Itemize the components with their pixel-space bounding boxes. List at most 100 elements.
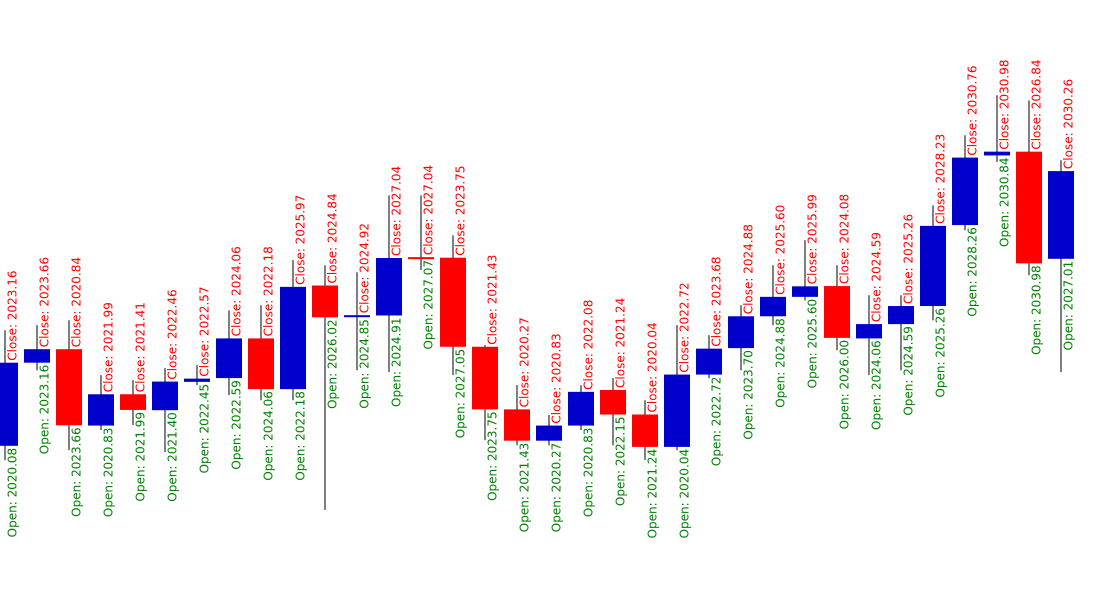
candle-body	[120, 394, 146, 410]
open-label: Open: 2020.08	[6, 448, 20, 538]
candle-body	[952, 157, 978, 226]
close-label: Close: 2027.04	[390, 166, 404, 256]
candle-body	[728, 316, 754, 349]
open-label: Open: 2022.72	[710, 377, 724, 467]
close-label: Close: 2020.84	[70, 257, 84, 347]
candle-body	[0, 362, 18, 446]
open-label: Open: 2027.05	[454, 349, 468, 439]
candle-body	[888, 306, 914, 325]
close-label: Close: 2022.08	[582, 300, 596, 390]
open-label: Open: 2027.01	[1062, 261, 1076, 351]
close-label: Close: 2021.43	[486, 255, 500, 345]
candle-body	[824, 286, 850, 338]
candle-body	[792, 286, 818, 297]
close-label: Close: 2022.46	[166, 289, 180, 379]
candle-body	[408, 257, 434, 260]
open-label: Open: 2020.83	[582, 428, 596, 518]
candle-body	[184, 378, 210, 382]
open-label: Open: 2030.98	[1030, 265, 1044, 355]
close-label: Close: 2022.72	[678, 282, 692, 372]
candle-body	[920, 225, 946, 307]
close-label: Close: 2028.23	[934, 134, 948, 224]
open-label: Open: 2020.83	[102, 428, 116, 518]
close-label: Close: 2024.59	[870, 232, 884, 322]
candle-body	[632, 414, 658, 447]
close-label: Close: 2020.83	[550, 333, 564, 423]
close-label: Close: 2024.92	[358, 223, 372, 313]
close-label: Close: 2030.98	[998, 59, 1012, 149]
candle-body	[248, 338, 274, 390]
candle-body	[24, 349, 50, 363]
close-label: Close: 2024.84	[326, 193, 340, 283]
close-label: Close: 2024.06	[230, 246, 244, 336]
close-label: Close: 2023.16	[6, 271, 20, 361]
open-label: Open: 2020.27	[550, 443, 564, 533]
open-label: Open: 2021.24	[646, 449, 660, 539]
candle-body	[664, 374, 690, 447]
open-label: Open: 2024.85	[358, 319, 372, 409]
close-label: Close: 2022.57	[198, 286, 212, 376]
candle-body	[504, 409, 530, 441]
close-label: Close: 2021.99	[102, 302, 116, 392]
close-label: Close: 2030.26	[1062, 79, 1076, 169]
candle-body	[984, 151, 1010, 156]
close-label: Close: 2026.84	[1030, 59, 1044, 149]
candle-body	[536, 425, 562, 441]
close-label: Close: 2027.04	[422, 165, 436, 255]
candle-body	[472, 346, 498, 410]
close-label: Close: 2021.24	[614, 298, 628, 388]
candle-body	[152, 381, 178, 411]
open-label: Open: 2023.75	[486, 411, 500, 501]
candle-body	[440, 257, 466, 347]
close-label: Close: 2020.27	[518, 317, 532, 407]
close-label: Close: 2023.66	[38, 257, 52, 347]
candle-body	[56, 349, 82, 426]
close-label: Close: 2023.75	[454, 166, 468, 256]
open-label: Open: 2024.59	[902, 326, 916, 416]
candle-body	[344, 315, 370, 318]
candle-body	[312, 285, 338, 318]
open-label: Open: 2022.59	[230, 380, 244, 470]
open-label: Open: 2021.43	[518, 443, 532, 533]
open-label: Open: 2027.07	[422, 260, 436, 350]
close-label: Close: 2024.88	[742, 224, 756, 314]
open-label: Open: 2025.26	[934, 308, 948, 398]
open-label: Open: 2022.15	[614, 417, 628, 507]
close-label: Close: 2023.68	[710, 256, 724, 346]
close-label: Close: 2025.97	[294, 195, 308, 285]
open-label: Open: 2024.91	[390, 317, 404, 407]
candle-body	[216, 338, 242, 379]
candle-body	[88, 394, 114, 426]
close-label: Close: 2025.99	[806, 194, 820, 284]
close-label: Close: 2025.26	[902, 214, 916, 304]
candle-body	[376, 257, 402, 316]
close-label: Close: 2024.08	[838, 194, 852, 284]
candle-body	[1016, 151, 1042, 264]
close-label: Close: 2030.76	[966, 65, 980, 155]
candle-body	[568, 391, 594, 426]
candle-body	[280, 286, 306, 390]
open-label: Open: 2022.18	[294, 391, 308, 481]
open-label: Open: 2026.00	[838, 340, 852, 430]
open-label: Open: 2030.84	[998, 157, 1012, 247]
close-label: Close: 2021.41	[134, 302, 148, 392]
open-label: Open: 2023.70	[742, 350, 756, 440]
open-label: Open: 2028.26	[966, 227, 980, 317]
candle-body	[600, 389, 626, 415]
candle-body	[760, 296, 786, 317]
candle-body	[856, 324, 882, 339]
close-label: Close: 2025.60	[774, 205, 788, 295]
open-label: Open: 2020.04	[678, 449, 692, 539]
candle-body	[696, 348, 722, 375]
open-label: Open: 2022.45	[198, 384, 212, 474]
open-label: Open: 2021.40	[166, 412, 180, 502]
candle-body	[1048, 171, 1074, 259]
open-label: Open: 2025.60	[806, 299, 820, 389]
open-label: Open: 2024.06	[870, 340, 884, 430]
open-label: Open: 2024.06	[262, 391, 276, 481]
open-label: Open: 2023.16	[38, 365, 52, 455]
close-label: Close: 2022.18	[262, 246, 276, 336]
open-label: Open: 2021.99	[134, 412, 148, 502]
open-label: Open: 2026.02	[326, 319, 340, 409]
